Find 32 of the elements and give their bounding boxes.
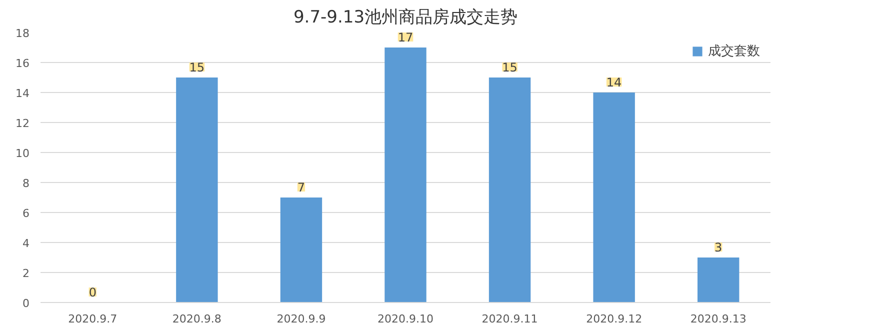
bar	[176, 78, 218, 302]
bar	[593, 92, 635, 302]
x-tick-label: 2020.9.10	[378, 312, 434, 326]
x-tick-label: 2020.9.7	[68, 312, 118, 326]
y-tick-label: 12	[16, 117, 30, 130]
y-tick-label: 2	[22, 267, 30, 280]
y-tick-label: 0	[22, 297, 30, 310]
data-label: 15	[502, 60, 518, 74]
y-tick-label: 14	[16, 87, 30, 100]
y-tick-label: 10	[16, 147, 30, 160]
data-label: 7	[297, 180, 306, 194]
x-tick-label: 2020.9.8	[172, 312, 222, 326]
bar	[488, 78, 531, 302]
data-label: 14	[606, 76, 622, 90]
y-tick-label: 4	[22, 237, 30, 250]
y-tick-label: 16	[16, 57, 30, 70]
data-label: 15	[189, 60, 205, 74]
bar	[384, 48, 426, 302]
x-tick-label: 2020.9.12	[586, 312, 642, 326]
bar	[698, 258, 740, 302]
y-tick-label: 6	[22, 207, 30, 220]
y-tick-label: 8	[22, 177, 30, 190]
x-tick-label: 2020.9.9	[276, 312, 326, 326]
data-label: 0	[88, 286, 96, 300]
legend-label: 成交套数	[708, 43, 760, 60]
data-label: 3	[714, 240, 722, 254]
y-tick-label: 18	[16, 27, 30, 40]
x-tick-label: 2020.9.13	[690, 312, 746, 326]
chart-title: 9.7-9.13池州商品房成交走势	[293, 8, 518, 28]
data-label: 17	[398, 30, 414, 44]
x-tick-label: 2020.9.11	[482, 312, 538, 326]
bar	[280, 198, 322, 302]
